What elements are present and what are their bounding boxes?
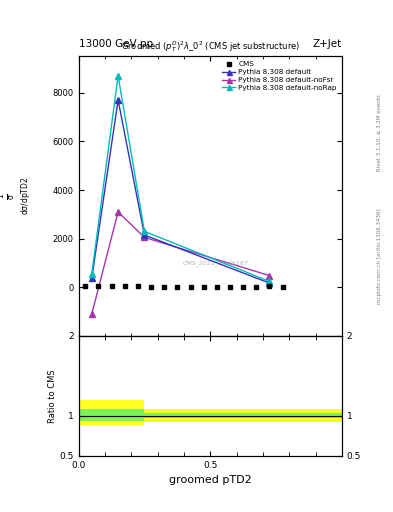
Line: Pythia 8.308 default: Pythia 8.308 default xyxy=(89,97,272,286)
Pythia 8.308 default-noRap xyxy=(267,279,272,285)
CMS xyxy=(267,283,272,289)
Line: Pythia 8.308 default-noFsr: Pythia 8.308 default-noFsr xyxy=(89,209,272,317)
CMS xyxy=(109,283,114,289)
Pythia 8.308 default-noFsr xyxy=(267,272,272,279)
CMS xyxy=(188,284,193,290)
X-axis label: groomed pTD2: groomed pTD2 xyxy=(169,475,252,485)
CMS xyxy=(280,284,285,290)
Pythia 8.308 default-noFsr xyxy=(142,234,147,241)
Pythia 8.308 default-noRap xyxy=(116,73,120,79)
Text: CMS_2021_I1929187: CMS_2021_I1929187 xyxy=(183,260,248,266)
Pythia 8.308 default-noRap xyxy=(90,271,94,277)
CMS xyxy=(122,283,127,289)
CMS xyxy=(254,284,259,290)
Text: mcplots.cern.ch [arXiv:1306.3436]: mcplots.cern.ch [arXiv:1306.3436] xyxy=(377,208,382,304)
Y-axis label: Ratio to CMS: Ratio to CMS xyxy=(48,369,57,422)
Pythia 8.308 default xyxy=(267,280,272,286)
Text: 13000 GeV pp: 13000 GeV pp xyxy=(79,38,153,49)
Pythia 8.308 default xyxy=(90,275,94,281)
Text: Rivet 3.1.10, ≥ 3.2M events: Rivet 3.1.10, ≥ 3.2M events xyxy=(377,95,382,172)
Y-axis label: $\mathdefault{1}$
$\mathdefault{\overline{\sigma}}$
$\mathdefault{d\sigma/dpTD2}: $\mathdefault{1}$ $\mathdefault{\overlin… xyxy=(0,177,33,216)
Pythia 8.308 default-noFsr xyxy=(116,209,120,215)
CMS xyxy=(215,284,219,290)
CMS xyxy=(96,283,101,289)
CMS xyxy=(201,284,206,290)
Pythia 8.308 default-noRap xyxy=(142,228,147,234)
Pythia 8.308 default xyxy=(116,97,120,103)
Text: Groomed $(p_T^D)^2\lambda\_0^2$ (CMS jet substructure): Groomed $(p_T^D)^2\lambda\_0^2$ (CMS jet… xyxy=(121,38,300,54)
CMS xyxy=(175,284,180,290)
Text: Z+Jet: Z+Jet xyxy=(313,38,342,49)
Pythia 8.308 default xyxy=(142,232,147,238)
Legend: CMS, Pythia 8.308 default, Pythia 8.308 default-noFsr, Pythia 8.308 default-noRa: CMS, Pythia 8.308 default, Pythia 8.308 … xyxy=(221,60,338,93)
CMS xyxy=(136,283,140,289)
CMS xyxy=(162,284,167,290)
Line: CMS: CMS xyxy=(83,284,285,289)
CMS xyxy=(228,284,232,290)
CMS xyxy=(83,283,88,289)
CMS xyxy=(241,284,246,290)
Line: Pythia 8.308 default-noRap: Pythia 8.308 default-noRap xyxy=(89,73,272,284)
CMS xyxy=(149,284,153,290)
Pythia 8.308 default-noFsr xyxy=(90,311,94,317)
